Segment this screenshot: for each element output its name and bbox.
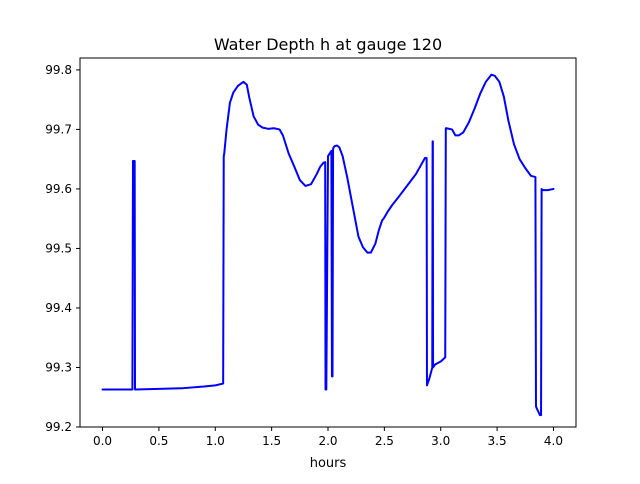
y-tick-label: 99.3 — [45, 360, 72, 374]
y-tick-label: 99.5 — [45, 241, 72, 255]
plot-area: 0.0 0.5 1.0 1.5 2.0 2.5 3.0 3.5 4.0 99.2 99.3 99.4 9… — [45, 57, 577, 448]
y-tick-label: 99.8 — [45, 63, 72, 77]
series-line-0 — [101, 73, 555, 417]
x-tick-label: 2.5 — [375, 434, 394, 448]
chart-title: Water Depth h at gauge 120 — [214, 35, 442, 54]
y-tick-label: 99.6 — [45, 182, 72, 196]
x-tick-label: 1.0 — [206, 434, 225, 448]
y-tick-label: 99.7 — [45, 122, 72, 136]
x-tick-label: 3.5 — [488, 434, 507, 448]
x-tick-label: 1.5 — [262, 434, 281, 448]
x-tick-label: 0.5 — [149, 434, 168, 448]
y-tick-label: 99.4 — [45, 301, 72, 315]
x-tick-label: 0.0 — [93, 434, 112, 448]
x-axis-label: hours — [310, 456, 347, 471]
x-tick-label: 2.0 — [318, 434, 337, 448]
x-tick-label: 4.0 — [544, 434, 563, 448]
y-tick-label: 99.2 — [45, 420, 72, 434]
x-tick-label: 3.0 — [431, 434, 450, 448]
